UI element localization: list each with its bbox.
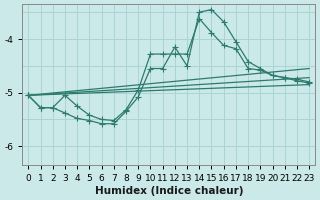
X-axis label: Humidex (Indice chaleur): Humidex (Indice chaleur) [94, 186, 243, 196]
